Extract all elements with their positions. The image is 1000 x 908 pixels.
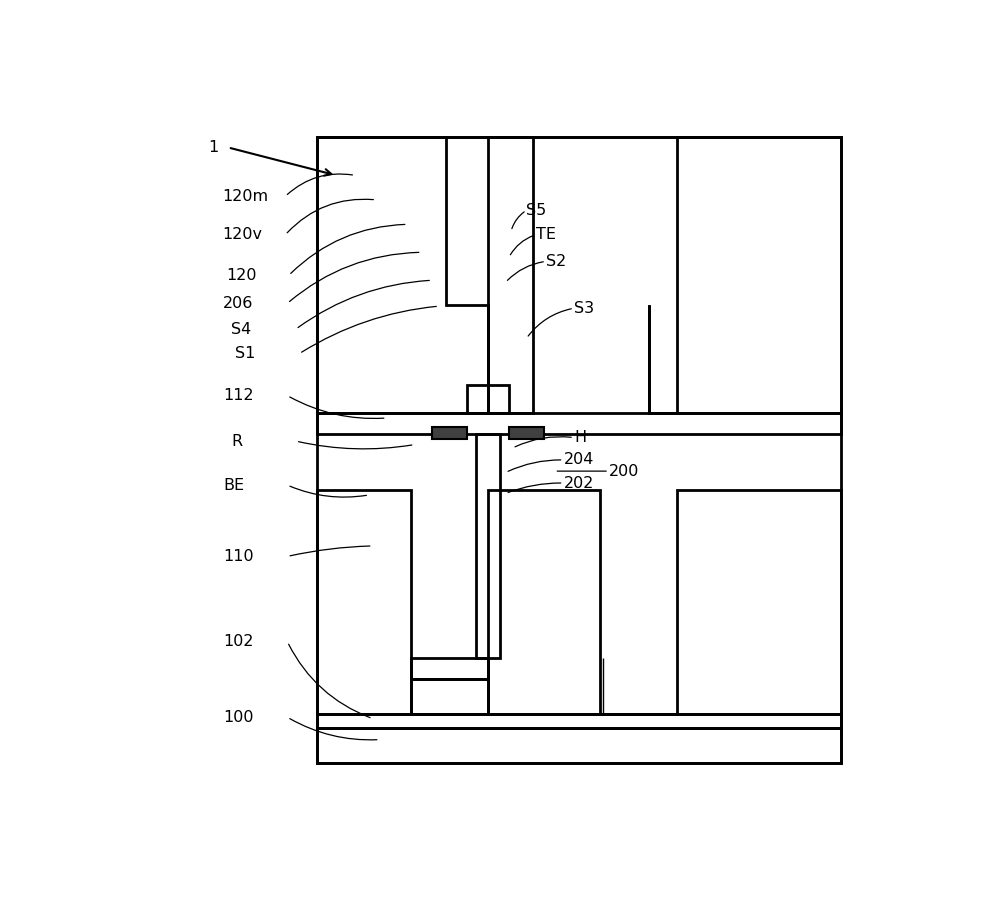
Text: 204: 204 (564, 452, 594, 468)
Text: 202: 202 (564, 476, 594, 490)
Text: 102: 102 (223, 634, 254, 649)
Text: 112: 112 (223, 388, 254, 403)
Bar (317, 727, 841, 763)
Text: H: H (574, 430, 586, 445)
Text: 206: 206 (223, 296, 253, 311)
Text: 120: 120 (226, 268, 256, 283)
Bar (476, 434, 500, 657)
Text: S2: S2 (546, 254, 566, 269)
Text: 120m: 120m (222, 189, 268, 204)
Bar (317, 413, 841, 434)
Bar (411, 657, 488, 679)
Bar (411, 679, 488, 714)
Text: S5: S5 (526, 202, 547, 218)
Bar (432, 427, 467, 439)
Bar (467, 385, 509, 413)
Text: 100: 100 (223, 710, 254, 725)
Text: 1: 1 (208, 140, 219, 155)
Text: S3: S3 (574, 301, 594, 316)
Text: 120v: 120v (222, 227, 262, 242)
Bar (488, 137, 533, 413)
Bar (317, 714, 841, 727)
Text: TE: TE (536, 227, 556, 242)
Text: S1: S1 (235, 346, 255, 361)
Text: R: R (231, 433, 243, 449)
Text: 110: 110 (223, 549, 254, 564)
Text: S4: S4 (231, 321, 252, 337)
Bar (509, 427, 544, 439)
Text: 200: 200 (609, 464, 639, 479)
Text: BE: BE (223, 478, 244, 493)
Bar (317, 137, 841, 763)
